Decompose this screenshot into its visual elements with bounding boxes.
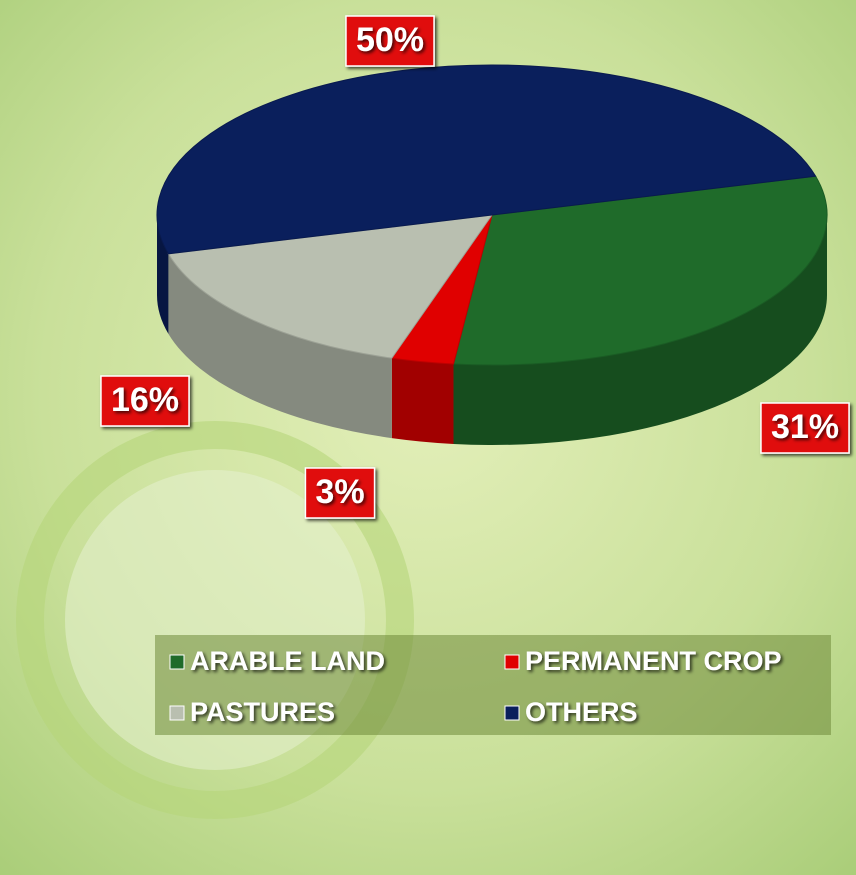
slice-side [168, 253, 392, 439]
legend-box [155, 635, 831, 735]
data-label: 50% [356, 21, 424, 59]
data-label-box [304, 467, 376, 519]
data-label: 3% [315, 473, 364, 511]
legend-marker [169, 705, 185, 721]
decor-ring [16, 421, 414, 819]
legend-label: PASTURES [190, 697, 335, 727]
legend-marker [504, 705, 520, 721]
data-label-box [760, 402, 850, 454]
legend-label: OTHERS [525, 697, 638, 727]
legend-label: PERMANENT CROP [525, 646, 782, 676]
slice-side [391, 358, 454, 445]
slice [156, 64, 817, 255]
slice-side [157, 215, 169, 334]
slice [452, 175, 828, 366]
data-label-box [100, 375, 190, 427]
slice [167, 214, 494, 359]
legend-label: ARABLE LAND [190, 646, 385, 676]
slice-side [453, 215, 827, 445]
data-label: 31% [771, 408, 839, 446]
data-label: 16% [111, 381, 179, 419]
data-label-box [345, 15, 435, 67]
legend-marker [504, 654, 520, 670]
legend-marker [169, 654, 185, 670]
